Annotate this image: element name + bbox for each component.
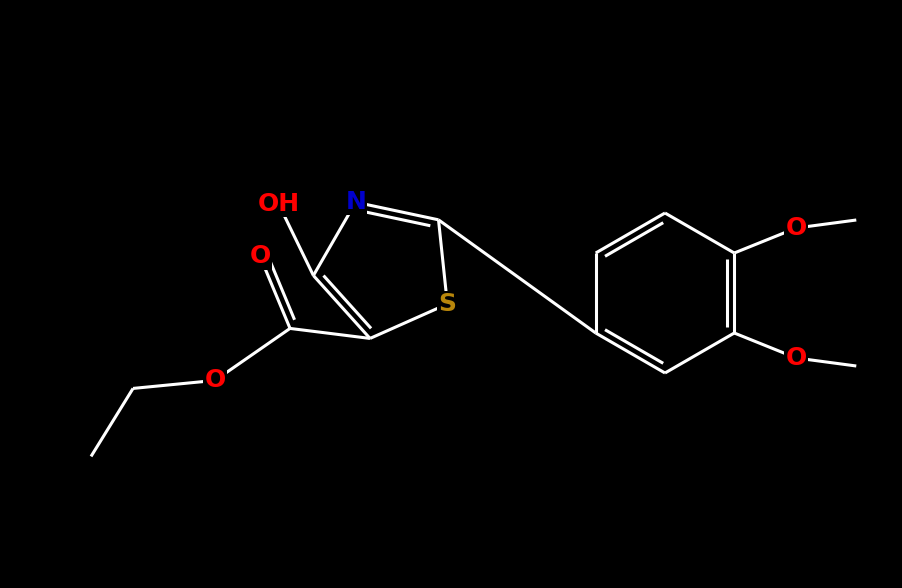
Text: OH: OH [257,192,299,216]
Text: S: S [437,292,456,316]
Text: O: O [204,369,226,392]
Text: O: O [785,216,806,240]
Text: O: O [785,346,806,370]
Text: N: N [345,191,365,214]
Text: O: O [249,245,271,269]
